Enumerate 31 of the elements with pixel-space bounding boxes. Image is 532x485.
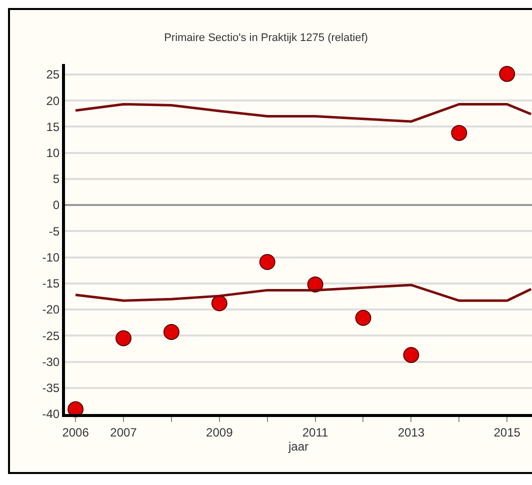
- x-tick-label: 2015: [494, 425, 521, 440]
- y-tick-label: 15: [46, 120, 60, 134]
- y-tick-label: 25: [46, 68, 60, 82]
- y-tick-label: 0: [52, 198, 60, 212]
- y-tick-label: -10: [42, 250, 60, 264]
- y-tick-label: -20: [42, 302, 60, 317]
- point: [451, 124, 468, 141]
- y-tick-label: -25: [42, 328, 60, 343]
- y-tick-label: -5: [48, 224, 60, 238]
- line-series: [74, 102, 532, 123]
- point: [115, 330, 132, 346]
- chart-title: Primaire Sectio's in Praktijk 1275 (relatief): [164, 32, 368, 44]
- x-tick-label: 2007: [110, 425, 138, 440]
- y-tick-label: 20: [46, 94, 60, 108]
- x-tick-label: 2006: [62, 425, 90, 440]
- y-tick-label: -30: [42, 354, 60, 369]
- y-tick-label: 10: [46, 146, 60, 160]
- x-axis-title: jaar: [287, 439, 309, 454]
- point: [259, 254, 276, 270]
- point: [163, 324, 180, 340]
- y-tick-label: -40: [42, 407, 60, 422]
- point: [355, 310, 372, 326]
- y-tick-label: 5: [52, 172, 60, 186]
- y-tick-label: -15: [42, 276, 60, 291]
- x-tick-label: 2011: [302, 425, 329, 440]
- x-tick-label: 2013: [398, 425, 425, 440]
- point: [403, 346, 420, 363]
- point: [499, 66, 516, 82]
- point: [211, 295, 228, 312]
- y-tick-label: -35: [42, 381, 60, 396]
- x-tick-label: 2009: [206, 425, 234, 440]
